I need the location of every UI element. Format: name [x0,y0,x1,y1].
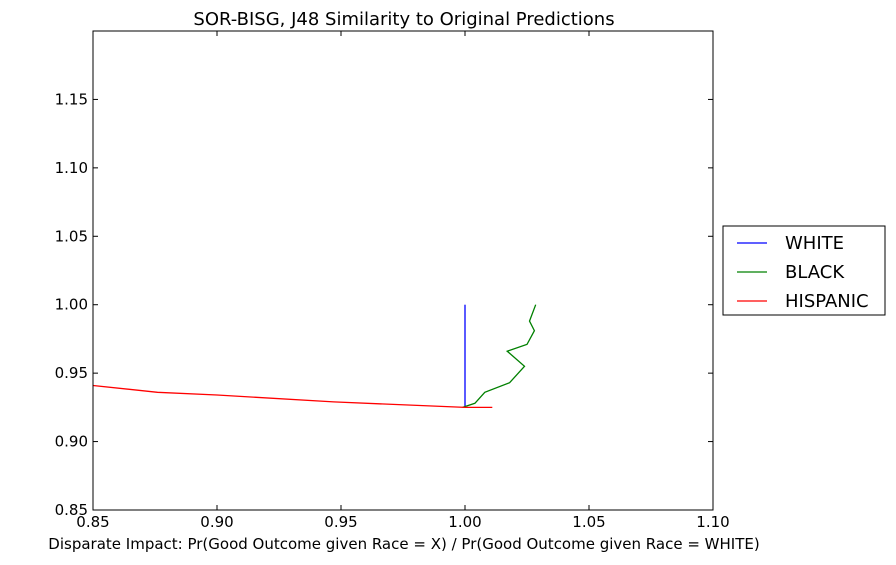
axis-ticks: 0.85 0.90 0.95 1.00 1.05 1.10 0.85 0.90 0.95 1.00… [55,31,730,531]
y-tick-label: 1.05 [55,227,88,245]
y-tick-label: 0.90 [55,433,88,451]
plot-frame [92,30,714,511]
series-line-hispanic [92,384,493,409]
plot-area [92,304,537,409]
legend-label-hispanic: HISPANIC [785,291,869,312]
series-line-black [462,304,537,409]
legend-label-black: BLACK [785,262,845,283]
x-tick-label: 1.00 [448,513,481,531]
legend-label-white: WHITE [785,233,844,254]
x-tick-label: 0.90 [200,513,233,531]
y-tick-label: 1.00 [55,296,88,314]
x-tick-label: 0.85 [76,513,109,531]
y-tick-label: 1.10 [55,159,88,177]
y-tick-label: 0.85 [55,501,88,519]
chart-title: SOR-BISG, J48 Similarity to Original Pre… [193,9,614,30]
legend: WHITE BLACK HISPANIC [722,225,886,316]
x-tick-label: 1.05 [572,513,605,531]
x-axis-label: Disparate Impact: Pr(Good Outcome given … [48,535,759,553]
legend-frame [722,225,886,316]
y-tick-label: 0.95 [55,364,88,382]
x-tick-label: 1.10 [696,513,729,531]
y-tick-label: 1.15 [55,90,88,108]
x-tick-label: 0.95 [324,513,357,531]
